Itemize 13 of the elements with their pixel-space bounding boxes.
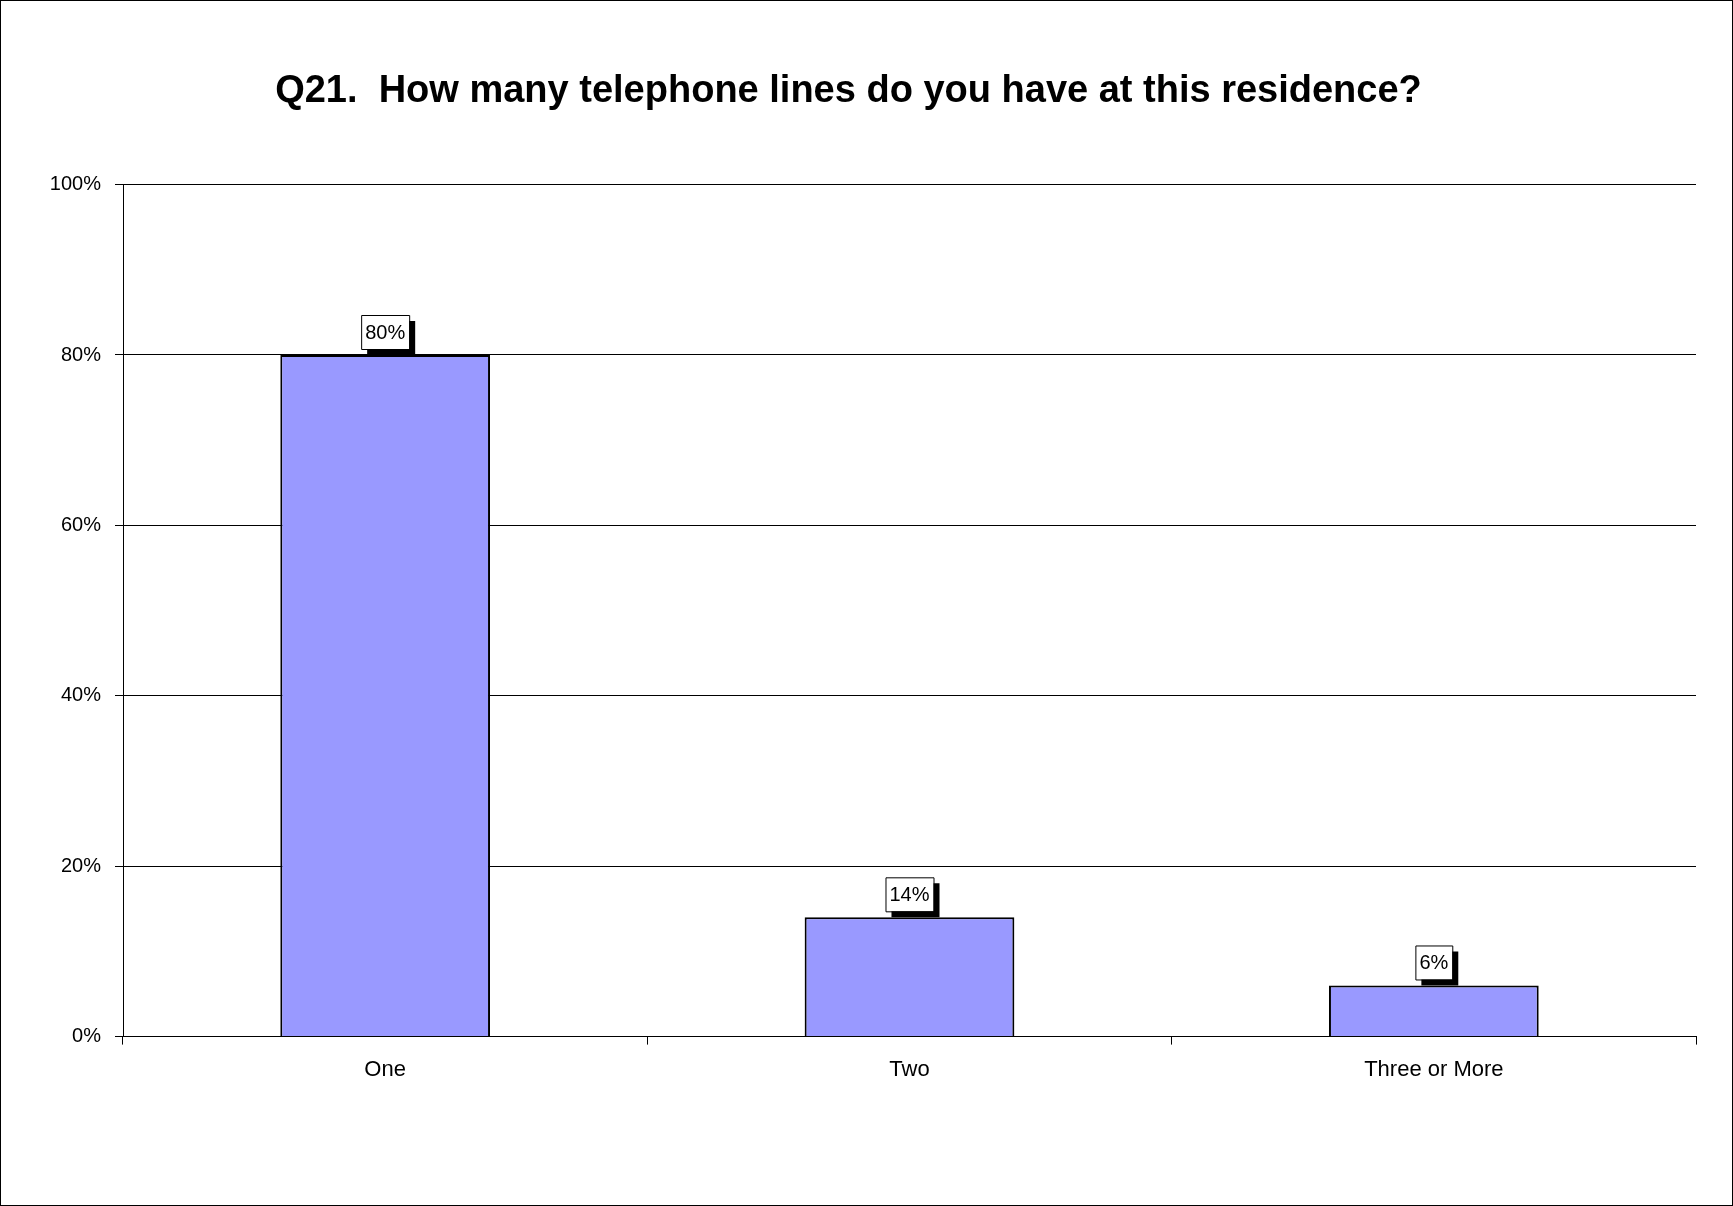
y-tick-label: 80% [60, 342, 102, 365]
y-tick-label: 40% [60, 683, 102, 706]
data-label: 80% [365, 320, 406, 343]
y-tick-label: 100% [49, 172, 102, 195]
data-label: 6% [1419, 951, 1449, 973]
x-tick-label: One [364, 1055, 406, 1081]
x-tick-label: Three or More [1364, 1055, 1504, 1081]
y-tick-label: 20% [60, 853, 102, 876]
x-tick-label: Two [889, 1055, 930, 1081]
y-tick-label: 60% [60, 512, 102, 535]
chart-title: Q21. How many telephone lines do you have at this residence? [275, 68, 1422, 111]
y-tick-label: 0% [72, 1024, 102, 1047]
data-label: 14% [889, 882, 930, 905]
